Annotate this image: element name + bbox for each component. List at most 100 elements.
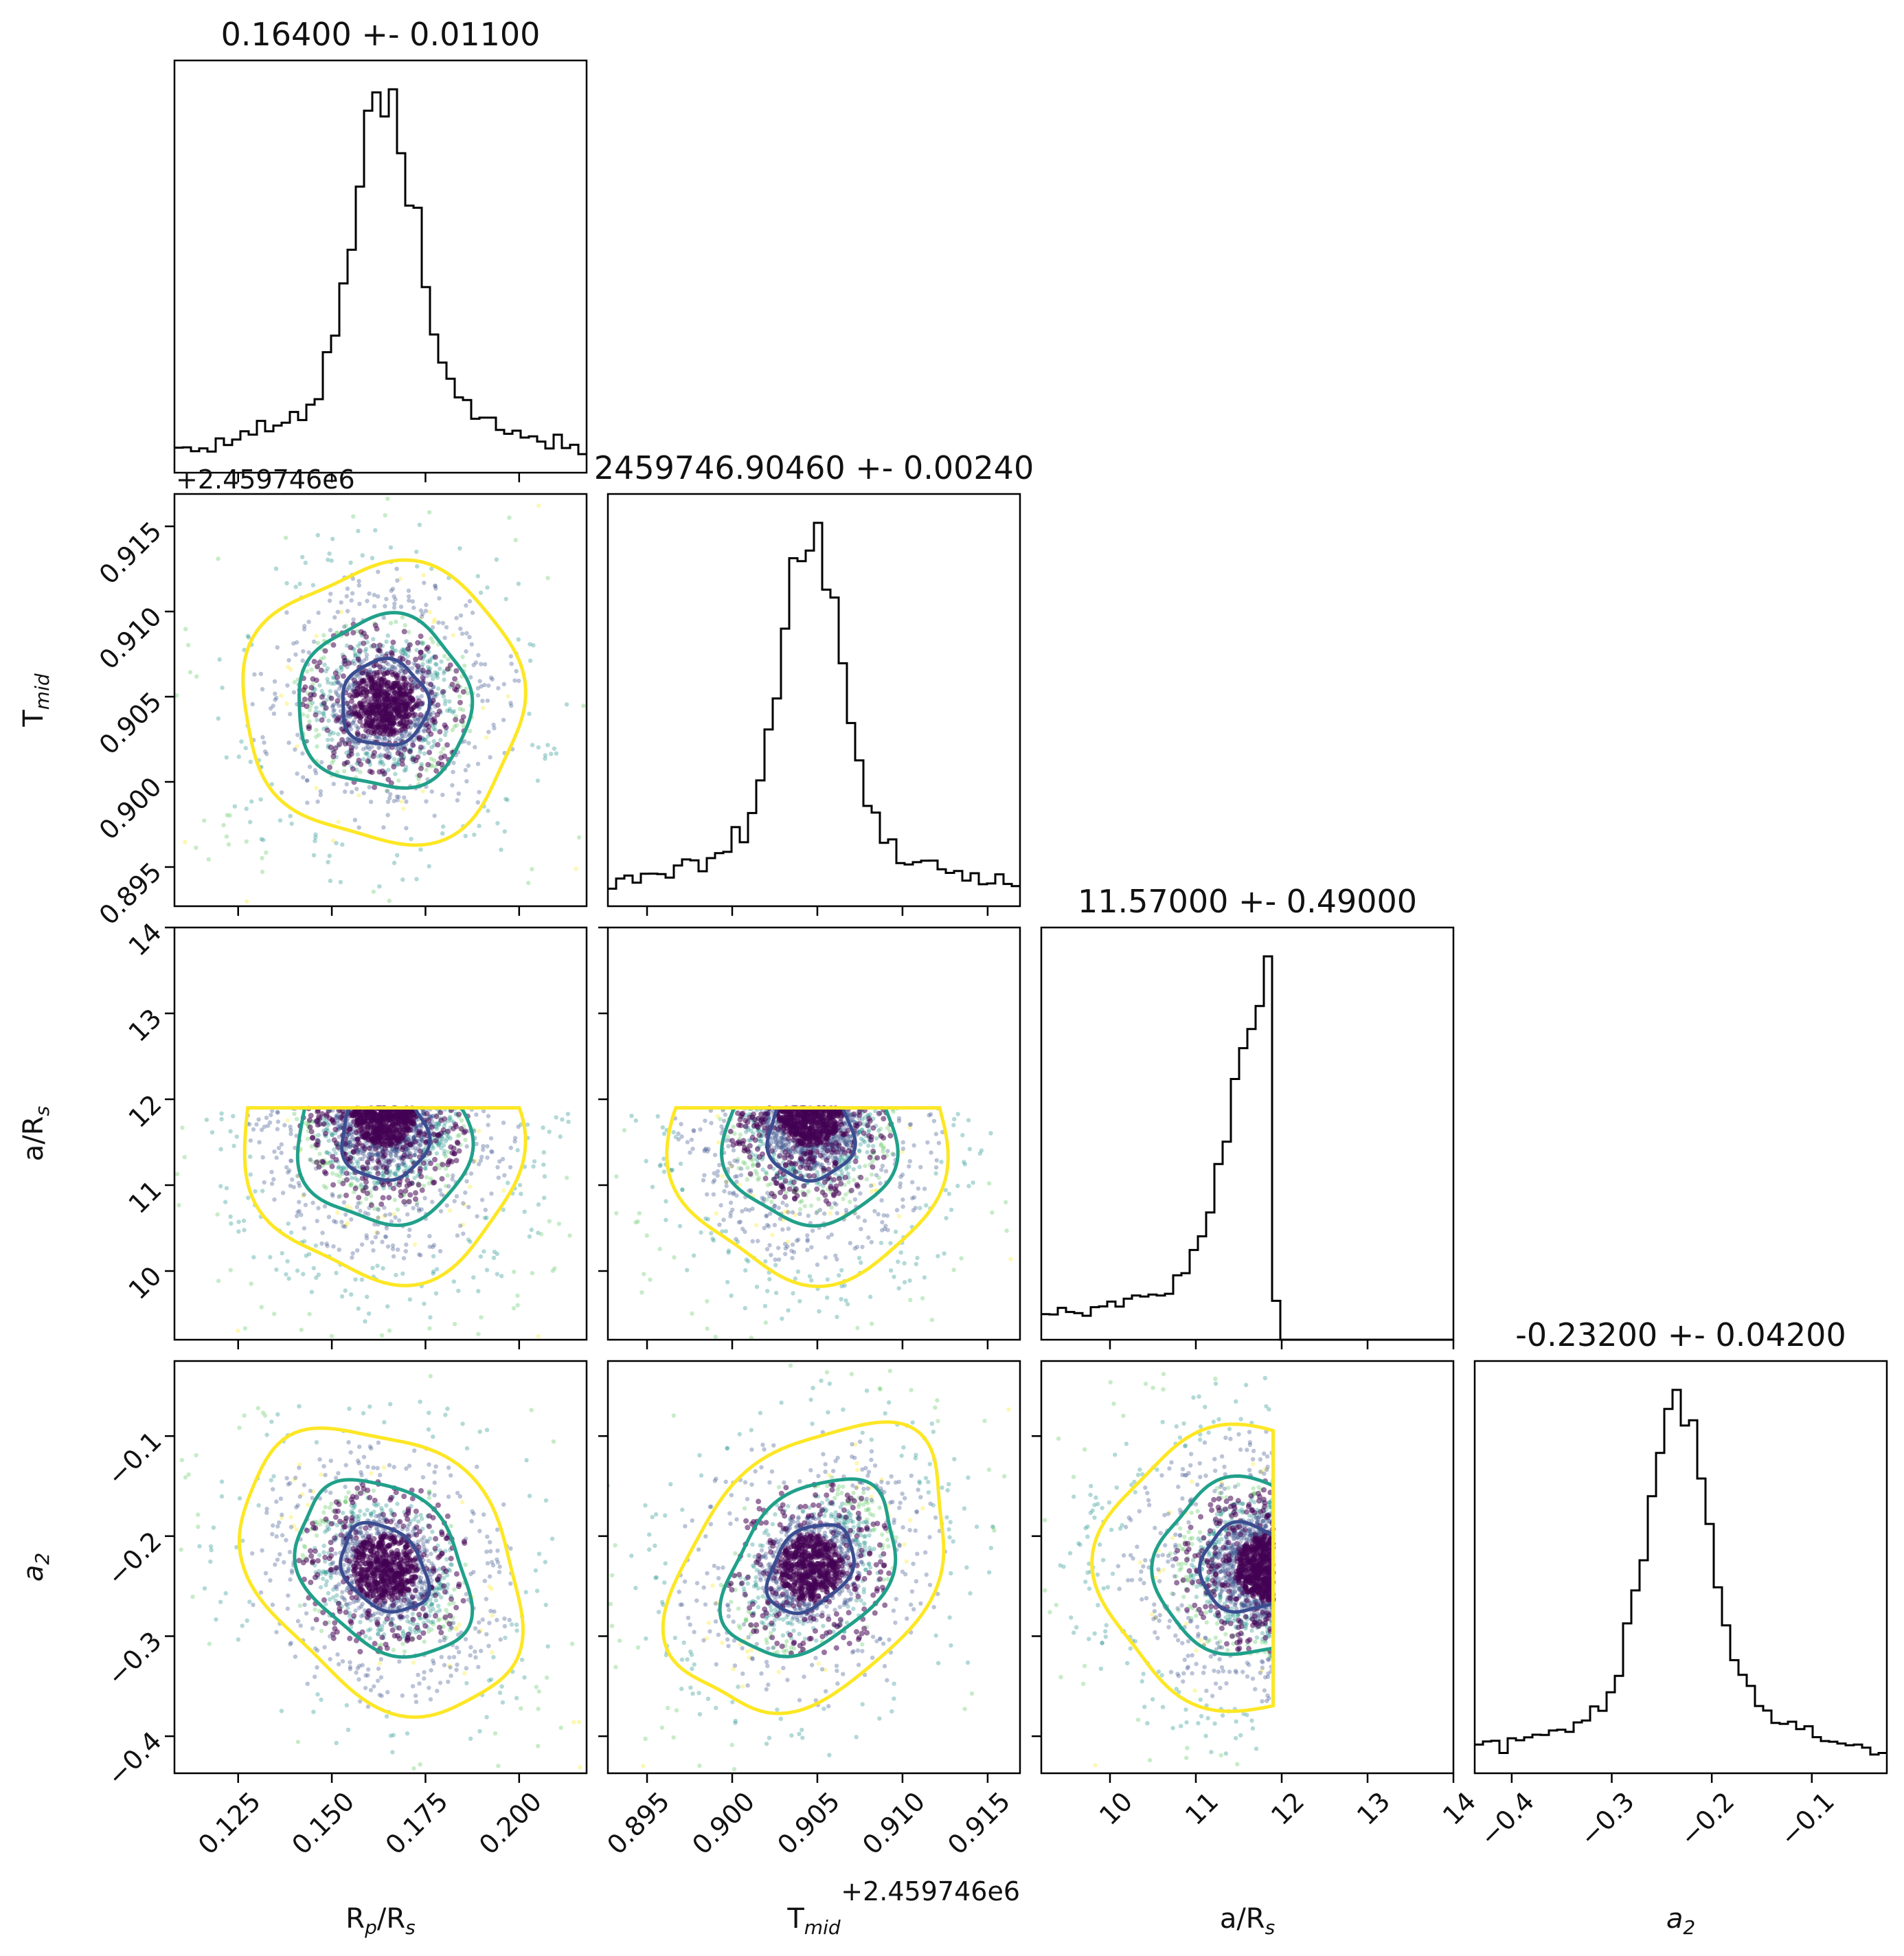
- scatter-point: [725, 1134, 730, 1140]
- scatter-point: [378, 758, 383, 764]
- scatter-point: [433, 583, 438, 588]
- scatter-point: [734, 1179, 739, 1184]
- scatter-point: [283, 535, 288, 540]
- contour-3-sigma: [242, 1106, 528, 1288]
- scatter-point: [456, 791, 461, 796]
- scatter-point: [219, 1116, 224, 1122]
- scatter-point: [786, 1226, 791, 1231]
- scatter-point: [731, 1191, 736, 1197]
- scatter-point: [365, 598, 370, 603]
- scatter-point: [331, 708, 336, 714]
- scatter-point: [698, 1127, 703, 1132]
- scatter-point: [392, 601, 397, 606]
- scatter-point: [363, 745, 369, 750]
- scatter-point: [219, 1111, 224, 1116]
- scatter-point: [819, 1189, 826, 1195]
- scatter-point: [485, 1144, 490, 1149]
- scatter-point: [307, 696, 313, 702]
- scatter-point: [775, 1143, 780, 1147]
- scatter-point: [828, 1211, 832, 1216]
- scatter-point: [305, 778, 310, 783]
- scatter-point: [345, 710, 352, 716]
- scatter-point: [423, 1166, 428, 1171]
- scatter-point: [743, 1305, 748, 1311]
- scatter-point: [353, 653, 359, 657]
- scatter-point: [431, 710, 435, 715]
- scatter-point: [506, 1180, 510, 1185]
- scatter-point: [910, 1195, 915, 1201]
- scatter-point: [345, 609, 350, 614]
- scatter-point: [481, 1249, 486, 1254]
- scatter-point: [927, 1113, 931, 1118]
- scatter-point: [425, 659, 430, 664]
- scatter-point: [313, 835, 318, 840]
- scatter-point: [363, 649, 367, 653]
- scatter-point: [745, 1149, 751, 1154]
- scatter-point: [367, 667, 372, 673]
- scatter-point: [435, 686, 441, 691]
- scatter-point: [760, 1167, 765, 1172]
- scatter-point: [386, 1127, 392, 1134]
- scatter-point: [336, 732, 341, 737]
- scatter-point: [468, 1239, 473, 1244]
- scatter-point: [405, 653, 411, 659]
- scatter-point: [392, 1198, 397, 1202]
- scatter-point: [376, 570, 381, 574]
- scatter-point: [382, 700, 388, 706]
- scatter-point: [288, 1230, 294, 1235]
- scatter-point: [851, 1178, 857, 1182]
- scatter-point: [767, 1117, 772, 1123]
- scatter-point: [332, 615, 337, 620]
- scatter-point: [465, 690, 471, 695]
- scatter-point: [1008, 1257, 1013, 1261]
- scatter-point: [900, 1149, 905, 1154]
- scatter-point: [306, 723, 312, 730]
- scatter-point: [837, 1273, 841, 1278]
- scatter-point: [374, 734, 379, 740]
- scatter-point: [799, 1146, 804, 1151]
- scatter-point: [378, 754, 383, 759]
- scatter-point: [417, 1252, 422, 1257]
- scatter-point: [310, 583, 316, 587]
- scatter-point: [774, 1131, 779, 1136]
- scatter-point: [780, 1145, 785, 1150]
- scatter-point: [403, 734, 408, 739]
- scatter-point: [394, 566, 399, 572]
- scatter-point: [433, 662, 438, 666]
- scatter-point: [433, 1114, 440, 1120]
- scatter-point: [441, 824, 446, 829]
- scatter-point: [429, 717, 435, 723]
- scatter-point: [822, 1154, 827, 1158]
- scatter-point: [269, 1181, 275, 1187]
- scatter-point: [306, 650, 311, 655]
- scatter-point: [709, 1121, 714, 1125]
- scatter-point: [818, 1162, 823, 1167]
- scatter-point: [336, 1165, 341, 1170]
- scatter-point: [350, 686, 354, 690]
- scatter-point: [464, 603, 468, 608]
- scatter-point: [549, 752, 554, 756]
- scatter-point: [352, 651, 358, 656]
- scatter-point: [177, 1203, 181, 1208]
- scatter-point: [413, 717, 418, 722]
- scatter-point: [412, 1152, 418, 1158]
- scatter-point: [505, 798, 510, 802]
- scatter-point: [457, 694, 462, 699]
- scatter-point: [314, 728, 319, 732]
- scatter-point: [706, 1147, 711, 1151]
- scatter-point: [484, 1215, 489, 1220]
- scatter-point: [715, 1173, 720, 1178]
- scatter-point: [260, 855, 264, 861]
- scatter-point: [435, 672, 440, 677]
- scatter-point: [689, 1137, 694, 1143]
- scatter-point: [456, 1288, 461, 1294]
- scatter-point: [371, 637, 376, 642]
- scatter-point: [896, 1259, 900, 1264]
- scatter-point: [403, 1163, 408, 1168]
- scatter-point: [342, 625, 347, 629]
- scatter-point: [769, 1110, 775, 1116]
- scatter-point: [477, 789, 481, 795]
- scatter-point: [401, 689, 407, 695]
- scatter-point: [477, 1128, 481, 1134]
- scatter-point: [729, 1138, 736, 1144]
